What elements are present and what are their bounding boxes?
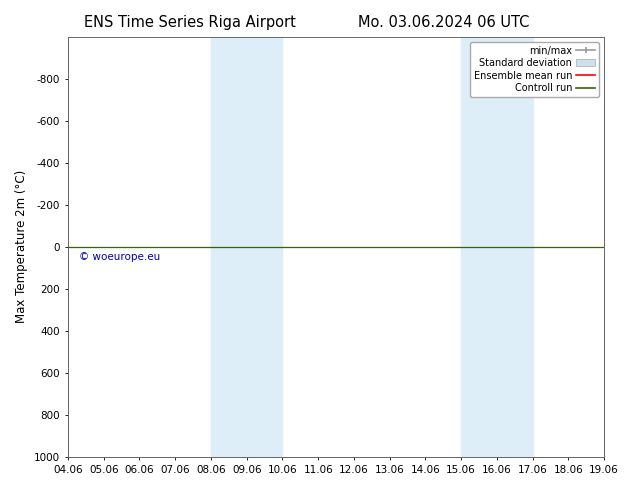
Y-axis label: Max Temperature 2m (°C): Max Temperature 2m (°C) [15, 170, 28, 323]
Bar [211, 37, 283, 457]
Bar [461, 37, 533, 457]
Legend: min/max, Standard deviation, Ensemble mean run, Controll run: min/max, Standard deviation, Ensemble me… [470, 42, 599, 97]
Text: ENS Time Series Riga Airport: ENS Time Series Riga Airport [84, 15, 296, 30]
Text: Mo. 03.06.2024 06 UTC: Mo. 03.06.2024 06 UTC [358, 15, 529, 30]
Text: © woeurope.eu: © woeurope.eu [79, 252, 160, 262]
